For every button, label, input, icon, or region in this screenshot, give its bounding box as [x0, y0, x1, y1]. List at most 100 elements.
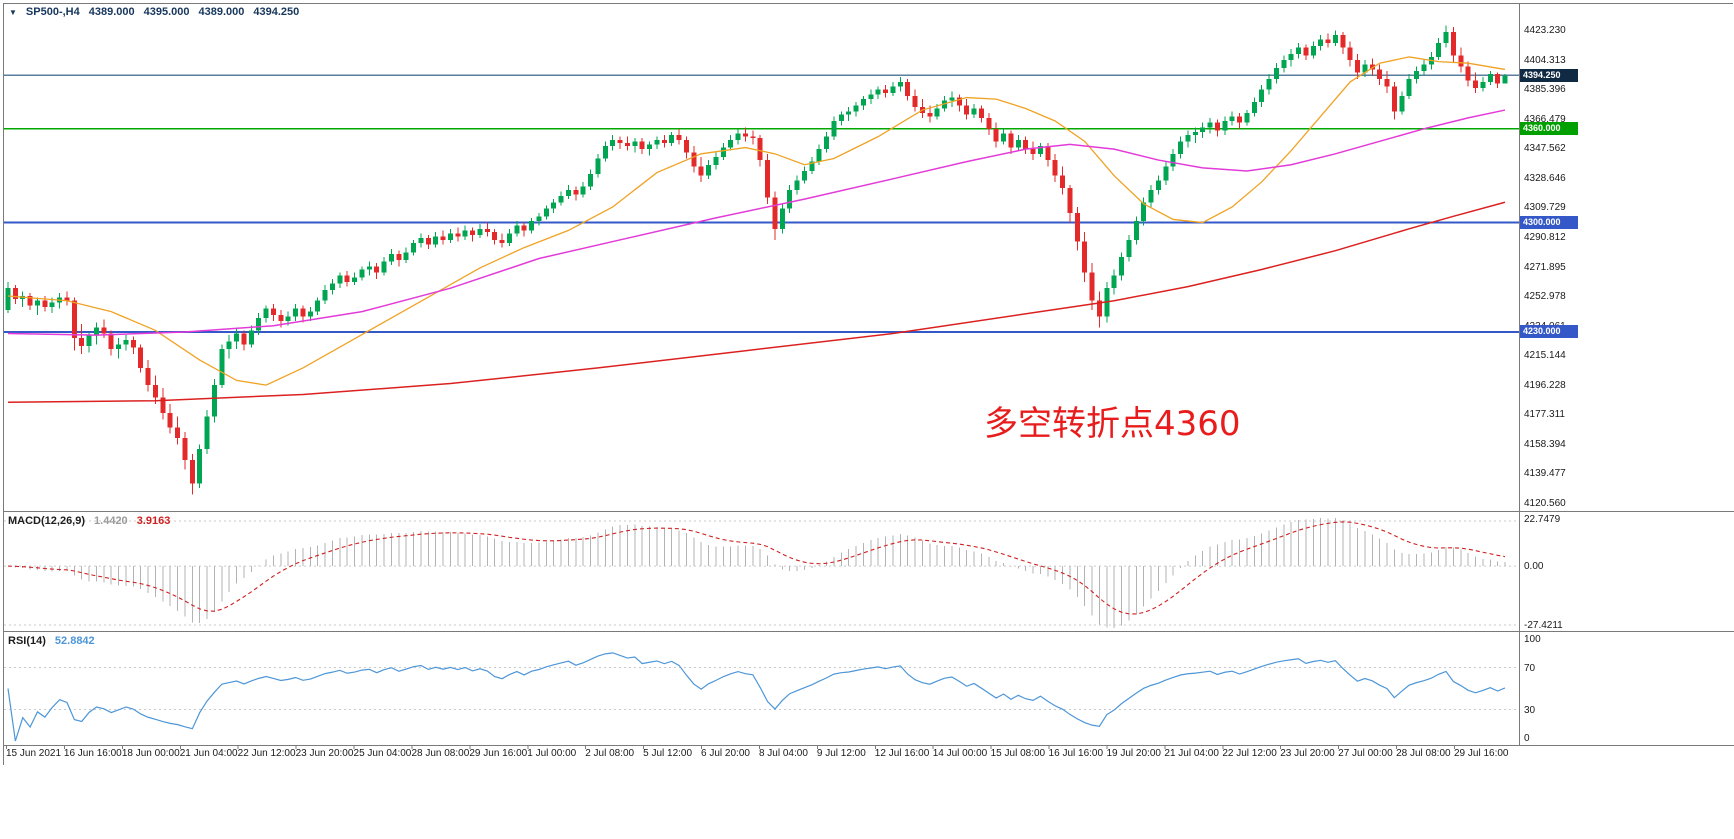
- candle: [565, 185, 571, 200]
- candle: [477, 224, 483, 239]
- candle: [573, 186, 579, 201]
- candle: [1200, 122, 1206, 139]
- candle: [1244, 110, 1250, 126]
- candle: [765, 153, 771, 204]
- candle: [669, 131, 675, 147]
- candle: [1259, 85, 1265, 107]
- symbol-info-bar: ▼ SP500-,H4 4389.000 4395.000 4389.000 4…: [9, 6, 299, 18]
- candle: [890, 81, 896, 96]
- price-axis[interactable]: 4423.230 4404.313 4385.396 4366.479 4347.562…: [1520, 0, 1734, 745]
- candle: [241, 330, 247, 351]
- time-axis-label: 29 Jul 16:00: [1454, 748, 1509, 759]
- candle: [470, 227, 476, 242]
- candle: [1214, 119, 1220, 137]
- macd-histogram: [14, 518, 1506, 628]
- candle: [905, 78, 911, 101]
- rsi-name: RSI(14): [8, 635, 46, 647]
- rsi-axis-label: 30: [1524, 704, 1536, 716]
- candle: [1251, 97, 1257, 117]
- candle: [1502, 74, 1508, 84]
- candle: [152, 375, 158, 404]
- candle: [1089, 263, 1095, 311]
- candle: [1347, 41, 1353, 67]
- price-axis-label: 4366.479: [1524, 113, 1566, 125]
- macd-name: MACD(12,26,9): [8, 515, 86, 527]
- ohlc-close: 4394.250: [253, 6, 300, 18]
- rsi-line[interactable]: [7, 652, 1506, 742]
- time-axis-label: 19 Jul 20:00: [1106, 748, 1161, 759]
- candle: [197, 444, 203, 489]
- candle: [204, 410, 210, 454]
- candle: [5, 281, 11, 314]
- time-axis-label: 2 Jul 08:00: [585, 748, 635, 759]
- candle: [315, 297, 321, 315]
- candle: [514, 221, 520, 237]
- candle: [698, 156, 704, 182]
- candle: [1362, 60, 1368, 78]
- candle: [1480, 77, 1486, 92]
- candle: [735, 128, 741, 145]
- candle: [484, 222, 490, 237]
- candle: [226, 335, 232, 359]
- ma-fast-line[interactable]: [7, 56, 1506, 386]
- candle: [12, 285, 18, 304]
- price-axis-label: 4347.562: [1524, 143, 1566, 155]
- time-axis-label: 8 Jul 04:00: [758, 748, 808, 759]
- candle: [1443, 25, 1449, 48]
- candle: [1170, 149, 1176, 172]
- candle: [853, 102, 859, 117]
- rsi-axis-label: 0: [1524, 733, 1530, 744]
- candle: [160, 388, 166, 420]
- ma-slow-line[interactable]: [7, 201, 1506, 404]
- candle: [1465, 61, 1471, 87]
- candle: [1141, 197, 1147, 226]
- macd-axis-label: 22.7479: [1524, 514, 1561, 525]
- price-axis-label: 4271.895: [1524, 261, 1566, 273]
- macd-axis-label: -27.4211: [1524, 620, 1563, 631]
- macd-axis-label: 0.00: [1524, 561, 1544, 573]
- time-axis-label: 9 Jul 12:00: [816, 748, 866, 759]
- candle: [588, 169, 594, 190]
- candle: [130, 336, 136, 354]
- macd-signal-value: 3.9163: [136, 515, 171, 527]
- candle: [1060, 166, 1066, 195]
- candle: [138, 344, 144, 373]
- candle: [779, 203, 785, 234]
- candle: [529, 217, 535, 234]
- candle: [381, 256, 387, 276]
- time-axis-label: 18 Jun 00:00: [121, 748, 180, 759]
- symbol-dropdown-icon[interactable]: ▼: [9, 7, 17, 17]
- time-axis-label: 28 Jun 08:00: [411, 748, 470, 759]
- price-level-badge: 4300.000: [1520, 216, 1578, 230]
- chart-annotation-text[interactable]: 多空转折点4360: [984, 404, 1241, 444]
- candle: [300, 305, 306, 323]
- macd-signal-line[interactable]: [7, 521, 1506, 615]
- ma-medium-line[interactable]: [7, 109, 1506, 336]
- candle: [1391, 81, 1397, 120]
- candle: [34, 297, 40, 315]
- candle: [706, 160, 712, 179]
- time-axis-label: 16 Jul 16:00: [1048, 748, 1104, 759]
- candle: [145, 360, 151, 392]
- candle: [1450, 27, 1456, 64]
- time-axis[interactable]: 15 Jun 2021 16 Jun 16:00 18 Jun 00:00 21 Ju…: [0, 745, 1734, 767]
- price-axis-label: 4139.477: [1524, 468, 1566, 480]
- time-axis-label: 28 Jul 08:00: [1396, 748, 1451, 759]
- time-axis-label: 21 Jun 04:00: [179, 748, 238, 759]
- candle: [978, 105, 984, 123]
- candle: [683, 136, 689, 159]
- candle: [831, 116, 837, 140]
- candle: [1495, 72, 1501, 89]
- candle: [1296, 42, 1302, 59]
- candle: [447, 228, 453, 243]
- macd-main-value: 1.4420: [94, 515, 128, 527]
- candle: [676, 128, 682, 145]
- candle: [440, 230, 446, 245]
- price-level-badge: 4230.000: [1520, 325, 1578, 339]
- price-axis-label: 4177.311: [1524, 409, 1565, 421]
- candle: [713, 152, 719, 170]
- time-axis-label: 15 Jun 2021: [6, 748, 62, 759]
- time-axis-label: 14 Jul 00:00: [932, 748, 988, 759]
- candle: [263, 305, 269, 323]
